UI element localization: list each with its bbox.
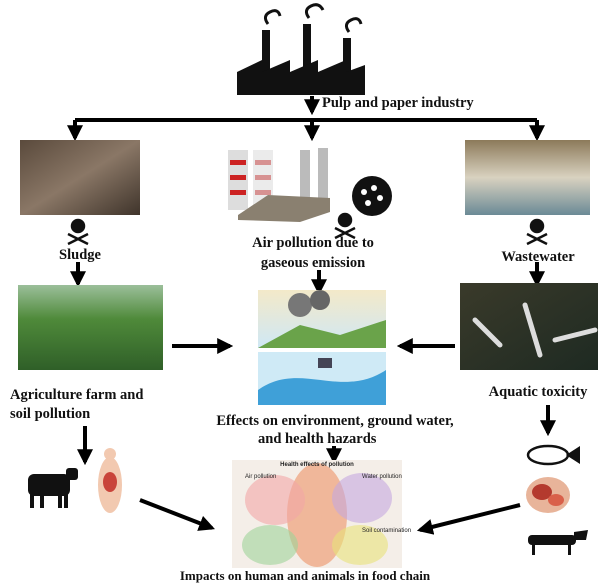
wastewater-photo <box>465 140 590 215</box>
panel-label: Soil contamination <box>362 528 411 534</box>
panel-title: Health effects of pollution <box>280 462 354 468</box>
node-label: Aquatic toxicity <box>489 384 588 400</box>
panel-label: Water pollution <box>362 474 402 480</box>
factory-icon <box>237 5 365 95</box>
node-label: and health hazards <box>258 431 377 447</box>
environment-illustration <box>258 290 386 405</box>
node-label: soil pollution <box>10 406 90 422</box>
health-effects-panel: Health effects of pollution Air pollutio… <box>232 460 411 568</box>
node-label: gaseous emission <box>261 255 365 271</box>
node-label: Effects on environment, ground water, <box>216 413 454 429</box>
node-label: Impacts on human and animals in food cha… <box>180 568 431 583</box>
node-label: Sludge <box>59 247 101 263</box>
human-organs-icon <box>98 448 122 513</box>
node-label: Agriculture farm and <box>10 387 143 403</box>
industry-title: Pulp and paper industry <box>322 95 474 111</box>
cow-icon <box>28 468 78 508</box>
farm-photo <box>18 285 163 370</box>
sludge-photo <box>20 140 140 215</box>
node-label: Air pollution due to <box>252 235 374 251</box>
air-pollution-photo <box>228 148 392 222</box>
fish-icon <box>528 446 580 464</box>
organs-icon <box>526 477 570 513</box>
panel-label: Air pollution <box>245 474 276 480</box>
dog-icon <box>528 530 588 555</box>
node-label: Wastewater <box>501 249 575 265</box>
diagram: Pulp and paper industry Sludge Air pollu… <box>0 0 601 585</box>
